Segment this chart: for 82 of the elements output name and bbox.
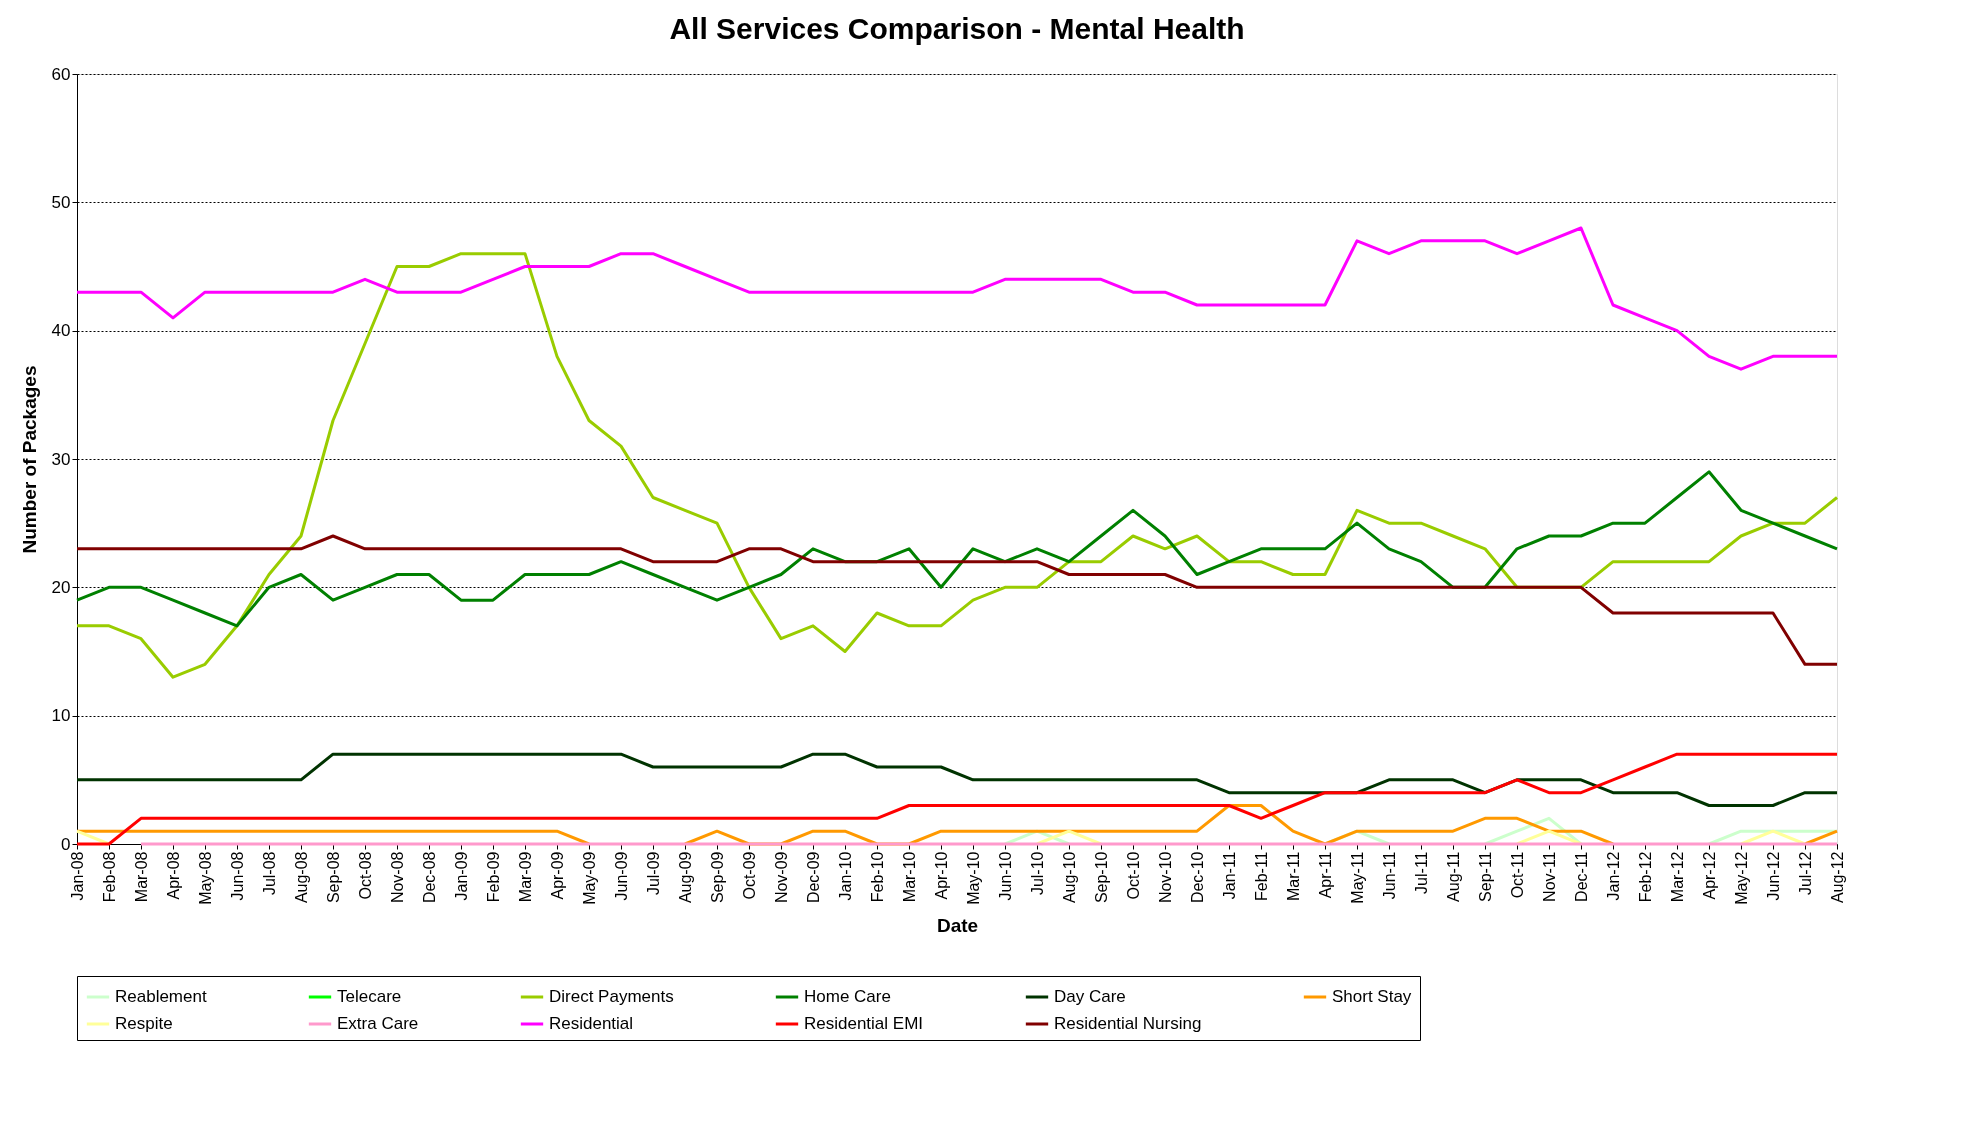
legend-label: Respite: [115, 1014, 173, 1033]
legend-label: Residential EMI: [804, 1014, 924, 1033]
legend-label: Short Stay: [1332, 987, 1412, 1006]
legend-label: Residential Nursing: [1054, 1014, 1202, 1033]
x-tick-label: Feb-11: [1252, 851, 1270, 902]
x-tick-label: Mar-12: [1668, 851, 1686, 903]
legend-label: Extra Care: [337, 1014, 419, 1033]
x-tick-label: Aug-08: [292, 851, 310, 904]
x-tick-label: Feb-09: [484, 851, 502, 903]
x-tick-label: Jul-12: [1796, 851, 1814, 896]
line-series: [75, 226, 1839, 371]
x-tick-label: Dec-10: [1188, 851, 1206, 904]
x-tick-label: Nov-09: [772, 851, 790, 904]
x-axis-title: Date: [936, 914, 979, 936]
y-tick-label: 50: [51, 192, 71, 212]
x-tick-label: Jan-10: [836, 851, 854, 901]
x-tick-label: Apr-09: [548, 851, 566, 900]
x-tick-label: May-09: [580, 851, 598, 905]
x-tick-label: Jun-10: [996, 851, 1014, 901]
x-tick-label: Dec-09: [804, 851, 822, 904]
x-tick-label: Apr-11: [1316, 851, 1334, 899]
x-tick-label: Nov-08: [388, 851, 406, 904]
x-tick-label: Sep-08: [324, 851, 342, 904]
x-tick-label: Apr-12: [1700, 851, 1718, 900]
x-tick-label: Aug-09: [676, 851, 694, 904]
legend-label: Direct Payments: [549, 987, 674, 1006]
x-tick-label: Jul-08: [260, 851, 278, 896]
x-tick-label: Nov-11: [1540, 851, 1558, 902]
x-tick-label: Jan-11: [1220, 851, 1238, 900]
x-tick-label: Jun-09: [612, 851, 630, 901]
x-tick-label: Apr-10: [932, 851, 950, 900]
x-tick-label: Mar-11: [1284, 851, 1302, 901]
x-tick-label: Mar-09: [516, 851, 534, 903]
x-tick-label: Feb-12: [1636, 851, 1654, 903]
x-tick-label: Jun-11: [1380, 851, 1398, 900]
x-tick-label: Apr-08: [164, 851, 182, 900]
y-tick-label: 40: [51, 321, 71, 341]
x-tick-label: Dec-08: [420, 851, 438, 904]
line-series: [75, 752, 1839, 807]
legend-label: Reablement: [115, 987, 207, 1006]
x-tick-label: Jun-08: [228, 851, 246, 901]
x-tick-label: May-10: [964, 851, 982, 905]
x-tick-label: Jan-12: [1604, 851, 1622, 901]
x-tick-label: Dec-11: [1572, 851, 1590, 902]
x-tick-label: May-08: [196, 851, 214, 905]
x-tick-label: Sep-10: [1092, 851, 1110, 904]
x-tick-label: Jan-09: [452, 851, 470, 901]
x-tick-label: Oct-11: [1508, 851, 1526, 899]
x-tick-label: Sep-11: [1476, 851, 1494, 902]
line-series: [75, 252, 1839, 679]
x-tick-label: Aug-10: [1060, 851, 1078, 904]
legend-label: Home Care: [804, 987, 891, 1006]
chart-title: All Services Comparison - Mental Health: [669, 12, 1245, 45]
y-axis-title: Number of Packages: [18, 365, 40, 554]
x-tick-label: Jul-11: [1412, 851, 1430, 894]
y-tick-label: 30: [51, 449, 71, 469]
y-tick-label: 10: [51, 706, 71, 726]
x-tick-label: May-11: [1348, 851, 1366, 904]
x-tick-label: Jul-10: [1028, 851, 1046, 896]
x-tick-label: Feb-08: [100, 851, 118, 903]
legend-label: Day Care: [1054, 987, 1126, 1006]
legend-label: Residential: [549, 1014, 634, 1033]
x-tick-label: Oct-09: [740, 851, 758, 900]
x-tick-label: Oct-10: [1124, 851, 1142, 900]
x-tick-label: Jul-09: [644, 851, 662, 896]
x-tick-label: Nov-10: [1156, 851, 1174, 904]
line-series: [75, 534, 1839, 666]
x-tick-label: Aug-12: [1828, 851, 1846, 904]
x-tick-label: Sep-09: [708, 851, 726, 904]
x-tick-label: Mar-10: [900, 851, 918, 903]
x-tick-label: May-12: [1732, 851, 1750, 905]
x-tick-label: Mar-08: [132, 851, 150, 903]
x-tick-label: Jun-12: [1764, 851, 1782, 901]
legend-label: Telecare: [337, 987, 402, 1006]
x-tick-label: Oct-08: [356, 851, 374, 900]
line-series: [75, 470, 1839, 628]
y-tick-label: 20: [51, 577, 71, 597]
y-tick-label: 60: [51, 64, 71, 84]
x-tick-label: Jan-08: [68, 851, 86, 901]
y-tick-label: 0: [61, 834, 71, 854]
x-tick-label: Feb-10: [868, 851, 886, 903]
x-tick-label: Aug-11: [1444, 851, 1462, 902]
